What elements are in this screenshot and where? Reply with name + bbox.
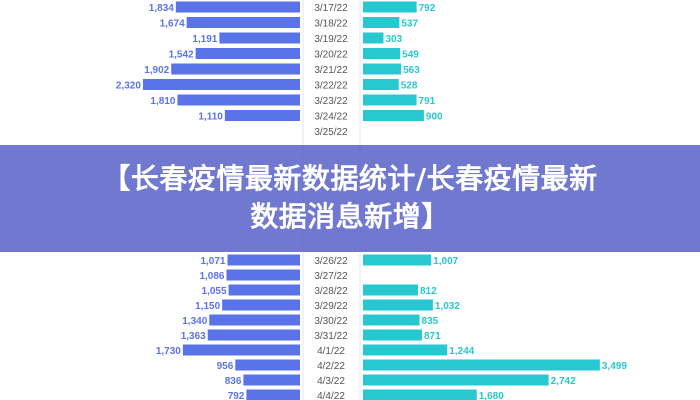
right-value-label: 792	[419, 3, 436, 14]
date-label: 3/23/22	[314, 96, 348, 107]
date-label: 3/19/22	[314, 34, 348, 45]
right-bar	[363, 254, 432, 266]
left-bar	[235, 359, 300, 371]
date-label: 3/25/22	[314, 127, 348, 138]
banner-title-line2: 数据消息新增】	[250, 200, 450, 233]
date-label: 3/20/22	[314, 50, 348, 61]
right-value-label: 1,244	[449, 346, 474, 357]
date-label: 3/18/22	[314, 19, 348, 30]
date-label: 4/4/22	[317, 391, 345, 400]
left-bar	[171, 63, 300, 75]
left-value-label: 1,730	[156, 346, 181, 357]
right-bar	[363, 1, 417, 13]
right-value-label: 3,499	[602, 361, 627, 372]
right-value-label: 303	[386, 34, 403, 45]
right-value-label: 871	[424, 331, 441, 342]
left-bar	[142, 79, 300, 90]
left-value-label: 1,071	[200, 256, 225, 267]
title-banner	[0, 145, 700, 252]
right-value-label: 528	[401, 81, 418, 92]
right-value-label: 2,742	[551, 376, 576, 387]
left-value-label: 1,191	[192, 34, 217, 45]
left-value-label: 1,340	[182, 316, 207, 327]
left-value-label: 2,320	[116, 81, 141, 92]
date-label: 3/21/22	[314, 65, 348, 76]
left-value-label: 1,834	[149, 3, 174, 14]
left-bar	[222, 299, 300, 311]
banner-title-line1: 【长春疫情最新数据统计/长春疫情最新	[102, 162, 598, 195]
left-bar	[219, 32, 300, 44]
left-bar	[226, 269, 300, 281]
left-value-label: 792	[228, 391, 245, 400]
left-value-label: 1,150	[195, 301, 220, 312]
left-bar	[175, 1, 300, 13]
right-bar	[363, 32, 384, 44]
left-bar	[227, 254, 300, 266]
date-label: 3/27/22	[314, 271, 348, 282]
right-bar	[363, 359, 600, 371]
left-value-label: 956	[217, 361, 234, 372]
right-bar	[363, 389, 477, 400]
date-label: 3/17/22	[314, 3, 348, 14]
left-bar	[228, 284, 300, 296]
right-value-label: 812	[420, 286, 437, 297]
date-label: 4/2/22	[317, 361, 345, 372]
right-bar	[363, 17, 400, 28]
date-label: 3/26/22	[314, 256, 348, 267]
left-bar	[246, 389, 300, 400]
date-label: 4/3/22	[317, 376, 345, 387]
left-bar	[224, 110, 300, 121]
left-value-label: 1,055	[202, 286, 227, 297]
left-value-label: 1,674	[160, 19, 185, 30]
left-bar	[209, 314, 300, 326]
left-bar	[243, 374, 300, 386]
left-value-label: 1,902	[144, 65, 169, 76]
right-bar	[363, 344, 448, 356]
date-label: 3/22/22	[314, 81, 348, 92]
right-bar	[363, 329, 422, 341]
right-bar	[363, 299, 433, 311]
right-value-label: 537	[401, 19, 418, 30]
date-label: 3/31/22	[314, 331, 348, 342]
right-value-label: 1,007	[433, 256, 458, 267]
right-value-label: 791	[419, 96, 436, 107]
date-label: 3/24/22	[314, 112, 348, 123]
left-bar	[182, 344, 300, 356]
left-value-label: 836	[225, 376, 242, 387]
left-value-label: 1,086	[199, 271, 224, 282]
right-bar	[363, 63, 402, 75]
right-bar	[363, 314, 420, 326]
date-label: 3/29/22	[314, 301, 348, 312]
date-label: 3/28/22	[314, 286, 348, 297]
left-bar	[207, 329, 300, 341]
left-value-label: 1,110	[198, 112, 223, 123]
left-value-label: 1,542	[169, 50, 194, 61]
right-value-label: 563	[403, 65, 420, 76]
left-value-label: 1,810	[150, 96, 175, 107]
date-label: 3/30/22	[314, 316, 348, 327]
date-label: 4/1/22	[317, 346, 345, 357]
right-bar	[363, 110, 424, 121]
right-bar	[363, 79, 399, 90]
right-value-label: 900	[426, 112, 443, 123]
right-bar	[363, 48, 401, 59]
right-value-label: 835	[422, 316, 439, 327]
left-bar	[177, 94, 300, 106]
right-value-label: 1,680	[479, 391, 504, 400]
right-bar	[363, 284, 418, 296]
left-bar	[195, 48, 300, 59]
left-bar	[186, 17, 300, 28]
banner-title: 【长春疫情最新数据统计/长春疫情最新 数据消息新增】	[0, 160, 700, 236]
left-value-label: 1,363	[181, 331, 206, 342]
right-bar	[363, 374, 549, 386]
right-bar	[363, 94, 417, 106]
right-value-label: 1,032	[435, 301, 460, 312]
right-value-label: 549	[402, 50, 419, 61]
